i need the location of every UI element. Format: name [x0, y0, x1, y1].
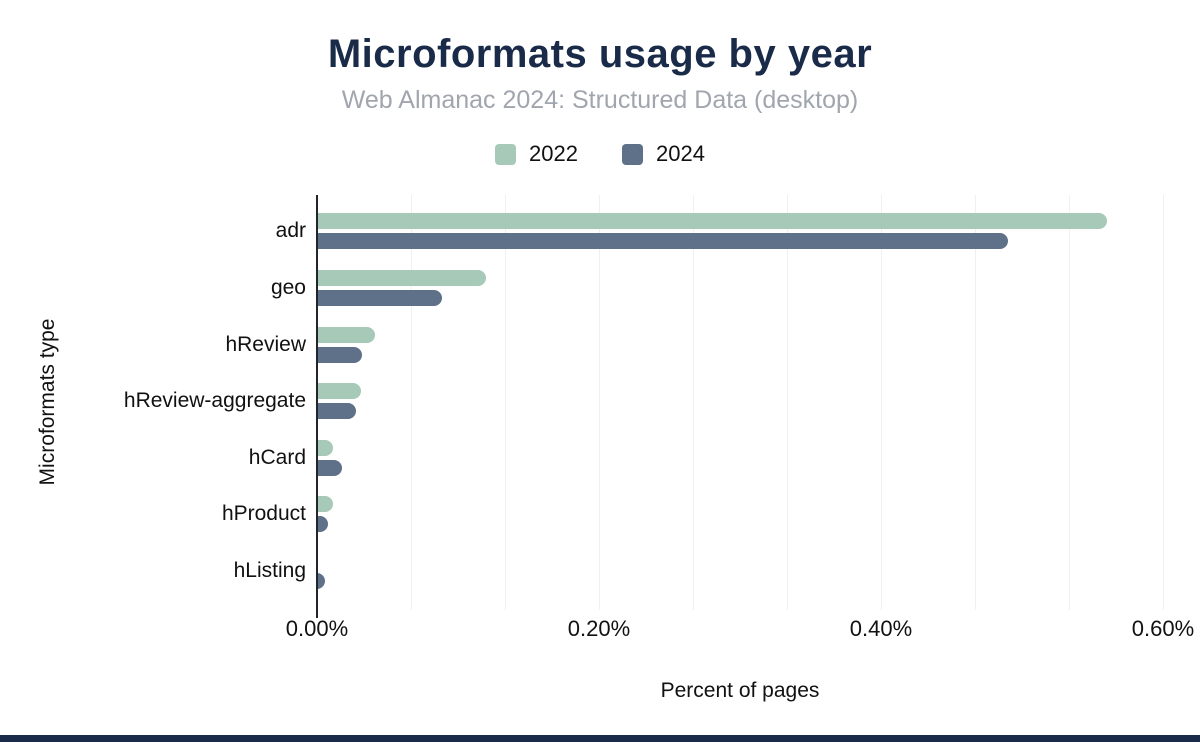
- legend-label: 2024: [656, 141, 705, 166]
- legend-item-2024: 2024: [622, 141, 705, 167]
- bar-2024-hReview: [317, 346, 363, 363]
- category-label-geo: geo: [270, 275, 306, 299]
- gridline: [881, 195, 882, 610]
- gridline: [411, 195, 412, 610]
- gridline: [505, 195, 506, 610]
- bar-2024-hListing: [317, 572, 326, 589]
- category-label-hCard: hCard: [248, 445, 306, 469]
- bar-2022-hReview-aggregate: [317, 383, 361, 400]
- x-tick-label-0.40%: 0.40%: [849, 616, 913, 641]
- chart-title: Microformats usage by year: [327, 32, 873, 76]
- legend-swatch-2022: [495, 143, 517, 165]
- bar-2022-hProduct: [317, 496, 333, 513]
- category-label-adr: adr: [275, 219, 306, 243]
- x-tick-label-0.00%: 0.00%: [285, 616, 349, 641]
- bar-2024-hReview-aggregate: [317, 403, 357, 420]
- bar-2024-adr: [317, 233, 1008, 250]
- gridline: [787, 195, 788, 610]
- gridline: [1163, 195, 1164, 610]
- bar-2022-adr: [317, 213, 1107, 230]
- bar-2022-hCard: [317, 439, 333, 456]
- footer-accent-bar: [0, 735, 1200, 742]
- category-label-hReview: hReview: [225, 332, 306, 356]
- gridline: [599, 195, 600, 610]
- bar-2024-hProduct: [317, 516, 329, 533]
- bar-2022-geo: [317, 269, 487, 286]
- bar-2024-hCard: [317, 459, 343, 476]
- bar-2024-geo: [317, 289, 443, 306]
- legend-swatch-2024: [622, 143, 643, 165]
- legend: 2022 2024: [0, 141, 1200, 167]
- x-tick-label-0.60%: 0.60%: [1131, 616, 1195, 641]
- x-tick-label-0.20%: 0.20%: [567, 616, 631, 641]
- x-axis-title: Percent of pages: [660, 679, 820, 702]
- plot-area: [317, 195, 1185, 610]
- y-axis-line: [316, 195, 318, 618]
- chart-subtitle: Web Almanac 2024: Structured Data (deskt…: [341, 86, 859, 114]
- gridline: [1069, 195, 1070, 610]
- category-label-hListing: hListing: [233, 558, 306, 582]
- category-label-hReview-aggregate: hReview-aggregate: [123, 389, 306, 413]
- gridline: [693, 195, 694, 610]
- bar-2022-hReview: [317, 326, 375, 343]
- gridline: [975, 195, 976, 610]
- legend-item-2022: 2022: [495, 141, 578, 167]
- y-axis-category-labels: adr geo hReview hReview-aggregate hCard hProd…: [0, 0, 306, 742]
- category-label-hProduct: hProduct: [221, 502, 306, 526]
- legend-label: 2022: [529, 141, 578, 166]
